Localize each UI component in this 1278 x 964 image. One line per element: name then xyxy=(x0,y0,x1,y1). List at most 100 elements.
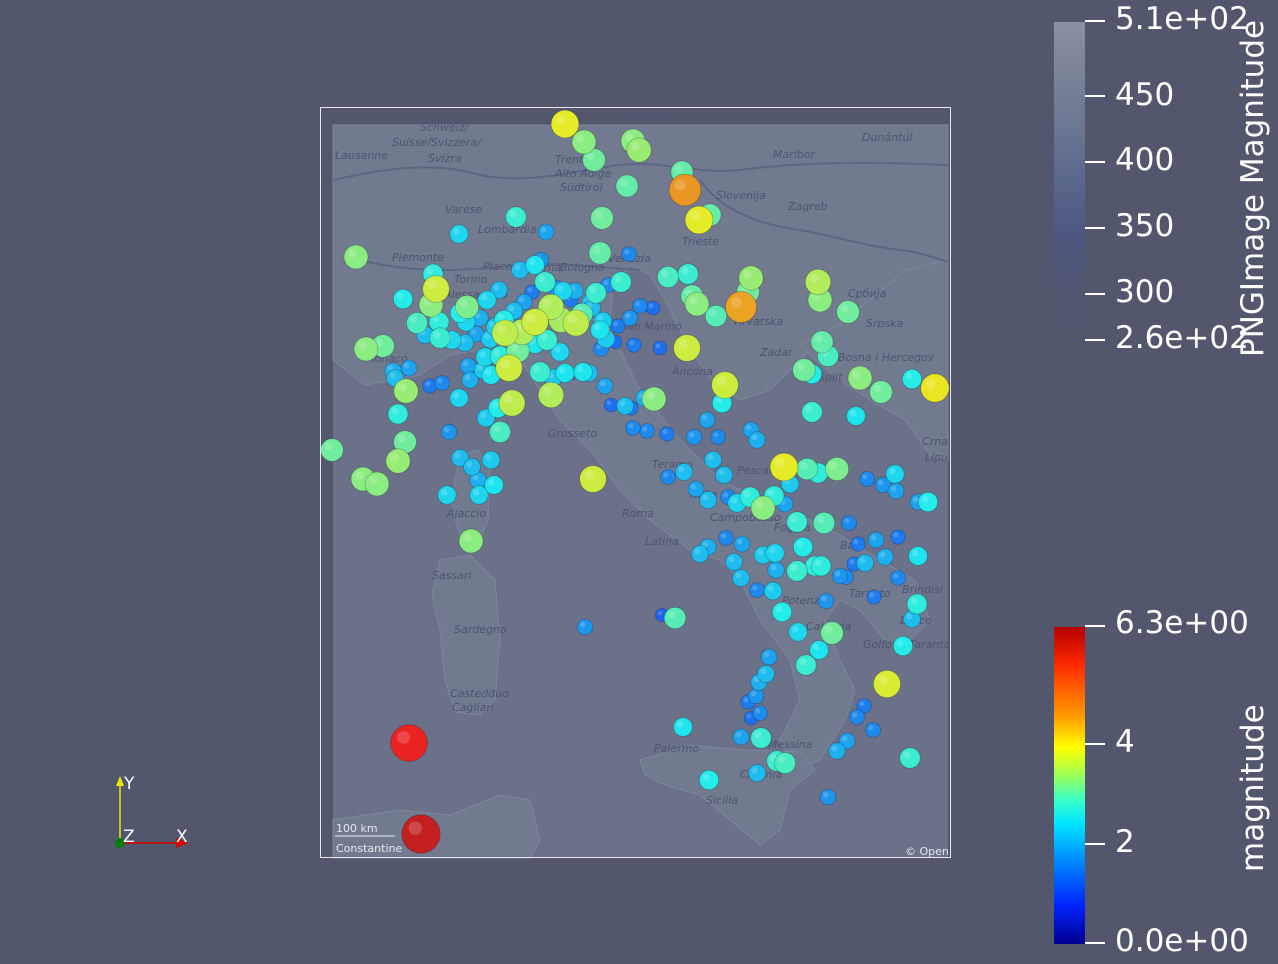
earthquake-glyph xyxy=(663,606,687,630)
image-colorbar-tick xyxy=(1085,20,1105,22)
earthquake-glyph-highlight xyxy=(716,376,726,386)
earthquake-glyph xyxy=(652,340,668,356)
magnitude-colorbar[interactable] xyxy=(1054,627,1085,944)
map-place-label: Bologna xyxy=(560,261,605,274)
earthquake-glyph xyxy=(750,495,776,521)
map-place-label: Zagreb xyxy=(787,200,828,213)
border-alps xyxy=(332,161,949,181)
earthquake-glyph-highlight xyxy=(558,366,566,374)
earthquake-glyph-highlight xyxy=(555,114,566,125)
earthquake-glyph-highlight xyxy=(629,340,635,346)
earthquake-glyph-highlight xyxy=(743,270,752,279)
earthquake-glyph-highlight xyxy=(775,605,783,613)
earthquake-glyph xyxy=(387,403,409,425)
earthquake-glyph-highlight xyxy=(526,313,536,323)
earthquake-glyph xyxy=(687,480,705,498)
map-place-label: Pescara xyxy=(737,464,780,477)
earthquake-glyph xyxy=(865,722,881,738)
orientation-axes-widget[interactable]: Y Z X xyxy=(100,770,210,860)
earthquake-glyph xyxy=(906,593,928,615)
earthquake-glyph-highlight xyxy=(755,708,761,714)
earthquake-glyph-highlight xyxy=(906,613,913,620)
map-place-label: Brindisi xyxy=(902,583,943,596)
earthquake-glyph-highlight xyxy=(893,532,899,538)
earthquake-glyph xyxy=(856,554,875,573)
earthquake-glyph xyxy=(393,378,419,404)
earthquake-glyph-highlight xyxy=(878,675,888,685)
earthquake-glyph-highlight xyxy=(751,434,758,441)
map-place-label: Latina xyxy=(645,535,679,548)
earthquake-glyph-highlight xyxy=(752,585,758,591)
earthquake-glyph-highlight xyxy=(873,384,882,393)
earthquake-glyph-highlight xyxy=(814,334,823,343)
map-place-label: Potenza xyxy=(782,594,826,607)
earthquake-glyph-highlight xyxy=(642,426,648,432)
earthquake-glyph xyxy=(553,281,573,301)
border-slovenia xyxy=(699,179,949,263)
map-outline-box xyxy=(320,107,951,858)
earthquake-glyph-highlight xyxy=(849,409,857,417)
earthquake-glyph-highlight xyxy=(487,478,495,486)
earthquake-glyph-highlight xyxy=(702,494,709,501)
earthquake-glyph xyxy=(750,727,772,749)
earthquake-glyph-highlight xyxy=(554,346,561,353)
earthquake-glyph xyxy=(760,648,778,666)
map-place-label: Srpska xyxy=(866,317,904,330)
earthquake-glyph-highlight xyxy=(527,287,533,293)
earthquake-glyph xyxy=(711,371,739,399)
earthquake-glyph-highlight xyxy=(631,142,640,151)
earthquake-glyph-highlight xyxy=(869,592,875,598)
earthquake-glyph-highlight xyxy=(518,296,525,303)
earthquake-glyph xyxy=(795,654,817,676)
map-place-label: Svizra xyxy=(428,152,462,165)
earthquake-glyph xyxy=(353,336,379,362)
earthquake-glyph-highlight xyxy=(674,179,686,191)
image-colorbar-tick xyxy=(1085,339,1105,341)
earthquake-glyph-highlight xyxy=(485,454,492,461)
earthquake-glyph xyxy=(596,377,614,395)
earthquake-glyph-highlight xyxy=(879,551,886,558)
earthquake-glyph xyxy=(725,290,758,323)
earthquake-glyph-highlight xyxy=(437,378,443,384)
earthquake-glyph-highlight xyxy=(387,365,394,372)
earthquake-glyph-highlight xyxy=(425,381,431,387)
image-colorbar-title: PNGImage Magnitude xyxy=(1235,19,1271,357)
earthquake-glyph-highlight xyxy=(472,474,479,481)
earthquake-glyph xyxy=(625,420,641,436)
earthquake-glyph-highlight xyxy=(893,573,899,579)
earthquake-glyph xyxy=(824,456,850,482)
earthquake-glyph-highlight xyxy=(889,468,896,475)
earthquake-glyph xyxy=(454,294,480,320)
earthquake-glyph xyxy=(892,635,914,657)
y-axis-label: Y xyxy=(123,774,135,794)
image-magnitude-colorbar[interactable] xyxy=(1054,22,1085,340)
earthquake-glyph xyxy=(809,640,829,660)
earthquake-glyph-highlight xyxy=(912,496,919,503)
earthquake-glyph-highlight xyxy=(619,400,626,407)
earthquake-glyph-highlight xyxy=(925,378,936,389)
earthquake-glyph-highlight xyxy=(721,533,727,539)
earthquake-glyph xyxy=(899,747,921,769)
earthquake-glyph xyxy=(819,788,837,806)
earthquake-glyph-highlight xyxy=(814,559,822,567)
earthquake-glyph xyxy=(525,255,545,275)
earthquake-glyph xyxy=(461,371,479,389)
image-colorbar-tick xyxy=(1085,95,1105,97)
map-place-label: Lombardia xyxy=(478,223,537,236)
earthquake-glyph-highlight xyxy=(674,164,683,173)
earthquake-glyph xyxy=(537,223,555,241)
earthquake-glyph xyxy=(450,448,469,467)
earthquake-glyph-highlight xyxy=(619,178,628,187)
earthquake-glyph-highlight xyxy=(678,466,685,473)
earthquake-glyph-highlight xyxy=(625,133,634,142)
earthquake-glyph xyxy=(786,560,808,582)
earthquake-glyph-highlight xyxy=(369,476,378,485)
earthquake-glyph xyxy=(668,173,702,207)
earthquake-glyph xyxy=(792,536,814,558)
earthquake-glyph-highlight xyxy=(493,284,500,291)
map-place-label: Cagliari xyxy=(452,701,494,714)
earthquake-glyph-highlight xyxy=(594,210,603,219)
earthquake-glyph xyxy=(856,698,872,714)
earthquake-glyph-highlight xyxy=(852,712,858,718)
earthquake-glyph xyxy=(343,244,369,270)
